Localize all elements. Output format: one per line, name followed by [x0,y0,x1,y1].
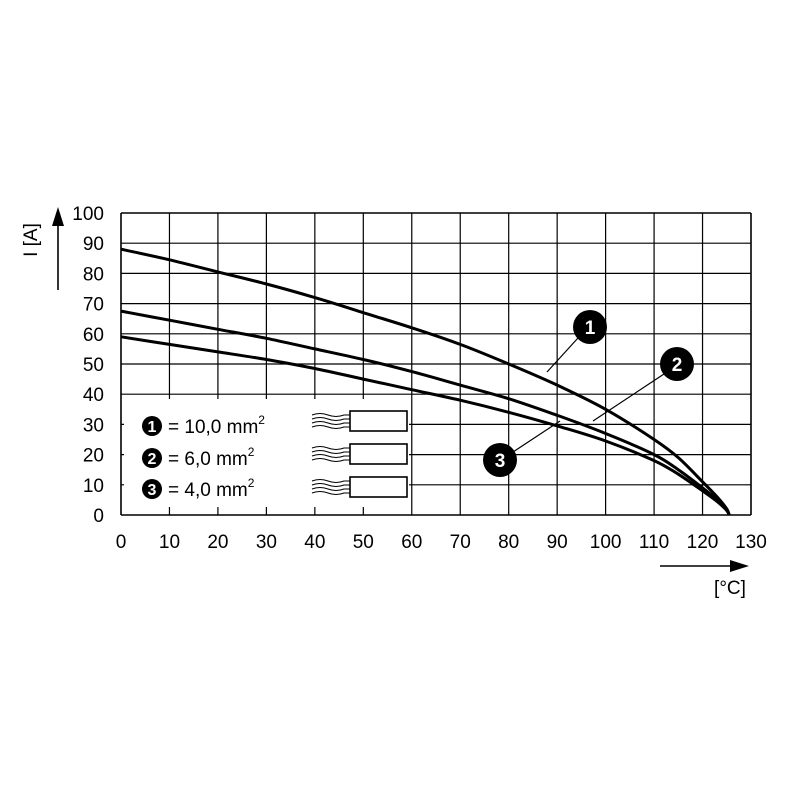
callouts: 1 2 3 [483,310,694,477]
x-tick-label: 40 [304,532,325,553]
callout-3-number: 3 [495,451,506,472]
series-1-line [120,247,731,516]
x-tick-label: 60 [401,532,422,553]
callout-1-leader [546,337,579,373]
y-tick-label: 20 [83,446,104,467]
legend-item-1-label: = 10,0 mm2 [168,413,265,438]
y-axis-title: I [A] [21,223,42,257]
x-axis-title: [°C] [714,578,746,599]
callout-2-badge [660,347,694,381]
callout-3-badge [483,443,517,477]
legend-badge-1-number: 1 [148,419,157,436]
legend-badge-1 [142,416,162,436]
legend-item-1: 1 = 10,0 mm2 [142,410,408,438]
legend-item-1-sup: 2 [258,413,265,427]
callout-1-number: 1 [585,318,596,339]
legend-item-2-label: = 6,0 mm2 [168,445,255,470]
legend-item-3-sup: 2 [248,476,255,490]
y-tick-label: 30 [83,415,104,436]
curves [120,247,731,516]
y-tick-label: 70 [83,295,104,316]
legend-badge-3 [142,479,162,499]
x-tick-label: 0 [116,532,127,553]
callout-2-leader [592,373,665,422]
y-tick-label: 100 [72,204,104,225]
wire-icon [311,443,408,465]
x-tick-label: 10 [159,532,180,553]
x-tick-label: 100 [590,532,622,553]
series-3-line [120,335,731,516]
x-tick-label: 30 [256,532,277,553]
tick-labels: 0 10 20 30 40 50 60 70 80 90 100 110 120 130 0 10 20 30 40… [72,204,767,553]
y-tick-label: 10 [83,476,104,497]
wire-icon [311,410,408,432]
callout-1-badge [573,310,607,344]
legend-item-2: 2 = 6,0 mm2 [142,443,408,470]
legend-item-3-label: = 4,0 mm2 [168,476,255,501]
y-axis: I [A] [21,207,64,290]
legend-item-3: 3 = 4,0 mm2 [142,476,408,501]
legend-item-1-text: = 10,0 mm [168,417,258,438]
y-tick-label: 90 [83,234,104,255]
x-tick-label: 50 [353,532,374,553]
x-tick-label: 70 [450,532,471,553]
x-axis-arrowhead [730,560,749,572]
x-tick-label: 130 [735,532,767,553]
y-tick-label: 80 [83,264,104,285]
legend-item-3-text: = 4,0 mm [168,480,248,501]
y-tick-label: 0 [93,506,104,527]
callout-2-number: 2 [672,355,683,376]
grid [120,212,752,516]
x-tick-label: 80 [498,532,519,553]
x-axis: [°C] [660,560,749,599]
legend-item-2-text: = 6,0 mm [168,449,248,470]
legend-item-2-sup: 2 [248,445,255,459]
legend: 1 = 10,0 mm2 2 = 6,0 mm2 [124,399,409,507]
y-tick-label: 50 [83,355,104,376]
x-tick-label: 120 [687,532,719,553]
y-tick-label: 40 [83,385,104,406]
y-tick-label: 60 [83,325,104,346]
x-tick-label: 110 [639,532,669,553]
legend-badge-2-number: 2 [148,451,157,468]
callout-3-leader [512,420,561,453]
wire-icon [311,476,408,498]
x-tick-label: 90 [547,532,568,553]
legend-badge-3-number: 3 [148,482,157,499]
legend-badge-2 [142,448,162,468]
series-2-line [120,309,731,516]
x-tick-label: 20 [207,532,228,553]
y-axis-arrowhead [52,207,64,226]
